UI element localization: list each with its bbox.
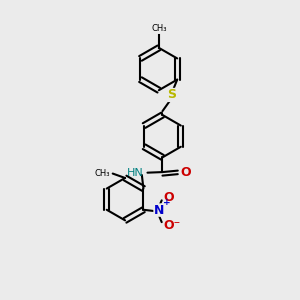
Text: CH₃: CH₃ [94,169,110,178]
Text: N: N [154,204,164,217]
Text: HN: HN [127,168,143,178]
Text: O⁻: O⁻ [163,219,180,232]
Text: CH₃: CH₃ [151,23,166,32]
Text: +: + [163,198,170,207]
Text: O: O [180,166,191,178]
Text: O: O [163,191,174,204]
Text: S: S [167,88,176,101]
